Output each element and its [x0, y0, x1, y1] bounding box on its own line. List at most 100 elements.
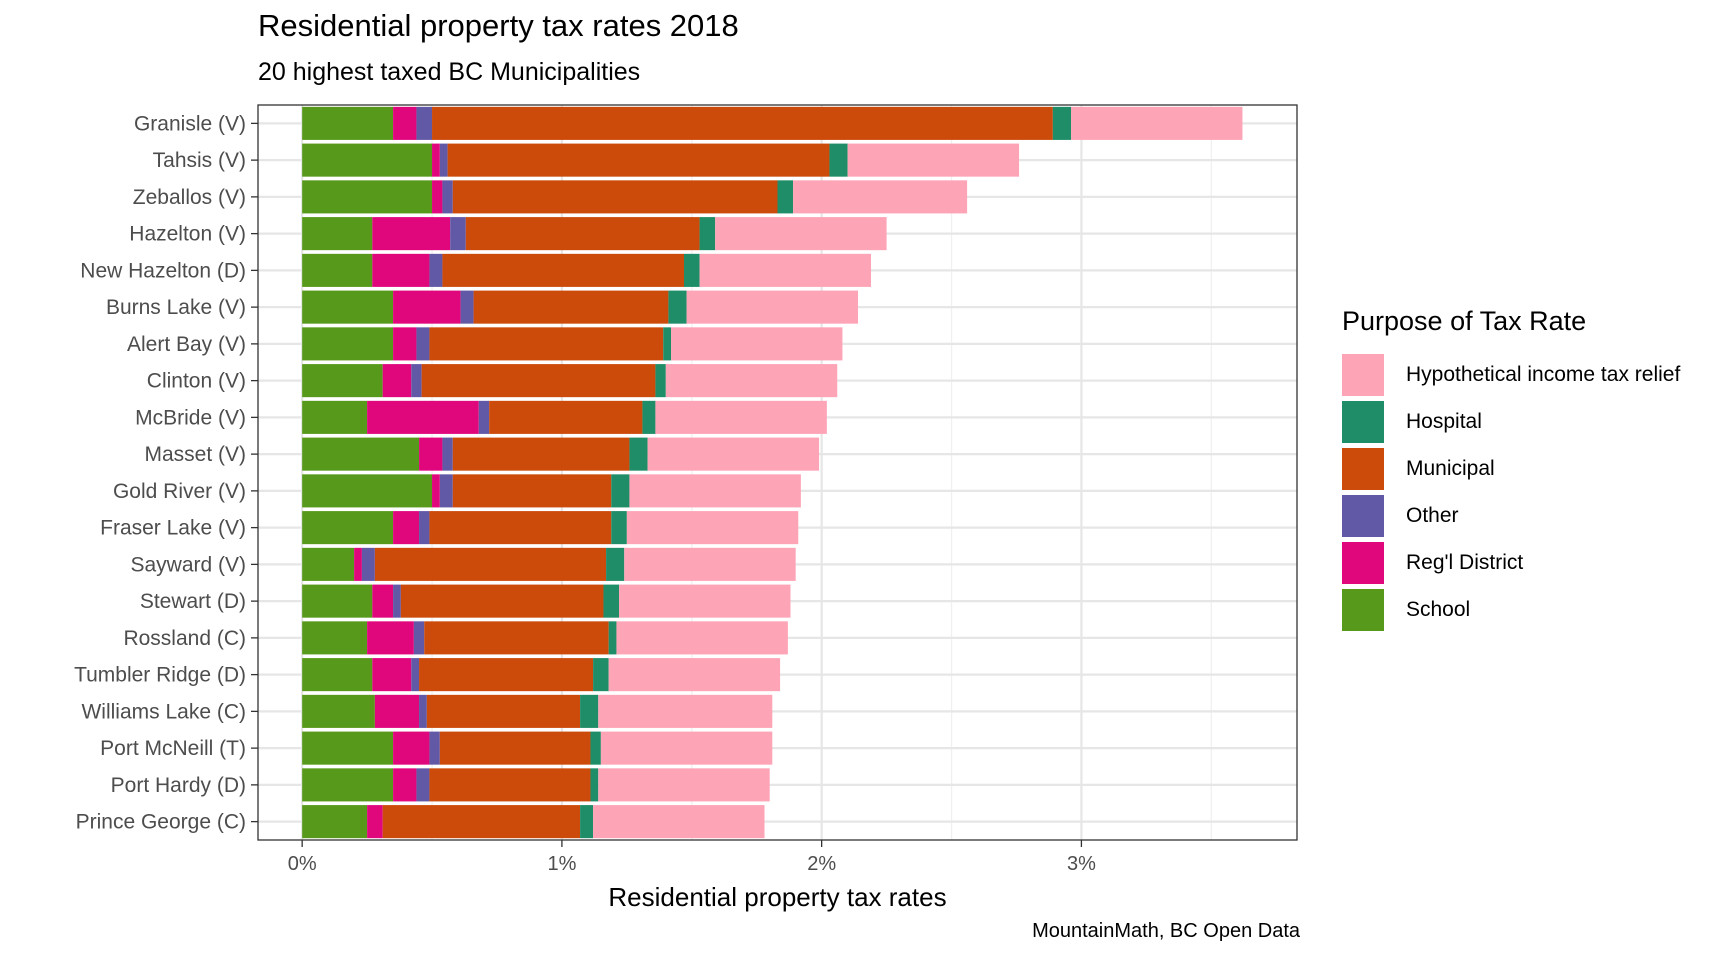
bar-segment	[372, 217, 451, 251]
y-tick-label: Alert Bay (V)	[127, 333, 246, 356]
bar-segment	[608, 621, 617, 655]
bar-segment	[593, 658, 609, 692]
bar-segment	[847, 143, 1020, 177]
y-tick-label: Granisle (V)	[134, 112, 246, 135]
x-axis-title: Residential property tax rates	[608, 882, 946, 912]
bar-segment	[302, 621, 368, 655]
bar-segment	[489, 400, 643, 434]
bar-segment	[655, 400, 827, 434]
bar-segment	[302, 253, 373, 287]
legend-swatch	[1342, 541, 1384, 584]
bar-group	[302, 217, 887, 251]
bar-segment	[302, 731, 394, 765]
bar-segment	[419, 658, 594, 692]
bar-segment	[372, 253, 430, 287]
bar-segment	[611, 474, 630, 508]
bar-segment	[600, 731, 773, 765]
legend-swatch	[1342, 588, 1384, 631]
y-tick-label: Clinton (V)	[147, 370, 246, 393]
bar-segment	[616, 621, 788, 655]
y-tick-label: Port McNeill (T)	[100, 737, 246, 760]
bar-segment	[793, 180, 968, 214]
bar-segment	[429, 511, 612, 545]
bar-segment	[460, 290, 474, 324]
bar-segment	[442, 180, 453, 214]
bar-segment	[426, 694, 581, 728]
bar-segment	[642, 400, 656, 434]
y-tick-label: Zeballos (V)	[133, 186, 246, 209]
y-tick-label: Masset (V)	[144, 443, 246, 466]
bar-segment	[465, 217, 700, 251]
bar-segment	[598, 694, 773, 728]
bar-segment	[715, 217, 887, 251]
bar-segment	[302, 694, 375, 728]
bar-segment	[367, 805, 383, 839]
bar-segment	[400, 584, 604, 618]
bar-segment	[590, 731, 601, 765]
bar-segment	[442, 253, 684, 287]
bar-segment	[367, 621, 414, 655]
bar-segment	[668, 290, 687, 324]
bar-segment	[429, 327, 664, 361]
bar-segment	[606, 547, 625, 581]
bar-group	[302, 106, 1243, 140]
bar-segment	[663, 327, 672, 361]
bar-segment	[411, 658, 420, 692]
bar-segment	[429, 731, 440, 765]
legend-item: School	[1342, 586, 1680, 633]
bar-group	[302, 474, 801, 508]
bar-group	[302, 584, 791, 618]
legend-label: School	[1406, 597, 1471, 621]
bar-segment	[671, 327, 843, 361]
bar-group	[302, 768, 770, 802]
bar-segment	[439, 143, 448, 177]
legend-title: Purpose of Tax Rate	[1342, 306, 1587, 336]
bars-layer	[302, 106, 1243, 839]
bar-segment	[302, 805, 368, 839]
bar-segment	[302, 143, 433, 177]
y-tick-label: Gold River (V)	[113, 480, 246, 503]
x-tick-label: 3%	[1067, 853, 1096, 875]
bar-segment	[442, 437, 453, 471]
bar-segment	[302, 658, 373, 692]
bar-segment	[580, 805, 594, 839]
legend: Purpose of Tax Rate Hypothetical income …	[1342, 306, 1680, 633]
bar-segment	[686, 290, 859, 324]
bar-group	[302, 511, 799, 545]
bar-group	[302, 694, 773, 728]
bar-group	[302, 658, 781, 692]
bar-segment	[439, 731, 591, 765]
bar-segment	[302, 584, 373, 618]
bar-segment	[699, 253, 872, 287]
bar-segment	[302, 474, 433, 508]
bar-segment	[603, 584, 620, 618]
chart-title: Residential property tax rates 2018	[258, 8, 739, 43]
legend-label: Reg'l District	[1406, 550, 1524, 574]
bar-group	[302, 621, 788, 655]
bar-segment	[450, 217, 466, 251]
bar-segment	[629, 437, 648, 471]
bar-group	[302, 805, 765, 839]
bar-segment	[411, 364, 422, 398]
y-tick-label: Fraser Lake (V)	[100, 517, 246, 540]
bar-segment	[393, 106, 417, 140]
bar-segment	[372, 584, 394, 618]
legend-item: Hypothetical income tax relief	[1342, 351, 1680, 398]
bar-segment	[374, 694, 420, 728]
bar-segment	[580, 694, 599, 728]
bar-segment	[419, 511, 430, 545]
bar-segment	[302, 437, 420, 471]
bar-segment	[665, 364, 838, 398]
bar-segment	[393, 731, 430, 765]
legend-swatch	[1342, 353, 1384, 396]
legend-label: Hospital	[1406, 409, 1482, 433]
x-tick-label: 1%	[547, 853, 576, 875]
bar-group	[302, 327, 843, 361]
bar-segment	[393, 511, 420, 545]
legend-item: Other	[1342, 492, 1680, 539]
bar-segment	[302, 180, 433, 214]
bar-segment	[452, 180, 778, 214]
bar-segment	[432, 474, 440, 508]
bar-segment	[419, 694, 427, 728]
